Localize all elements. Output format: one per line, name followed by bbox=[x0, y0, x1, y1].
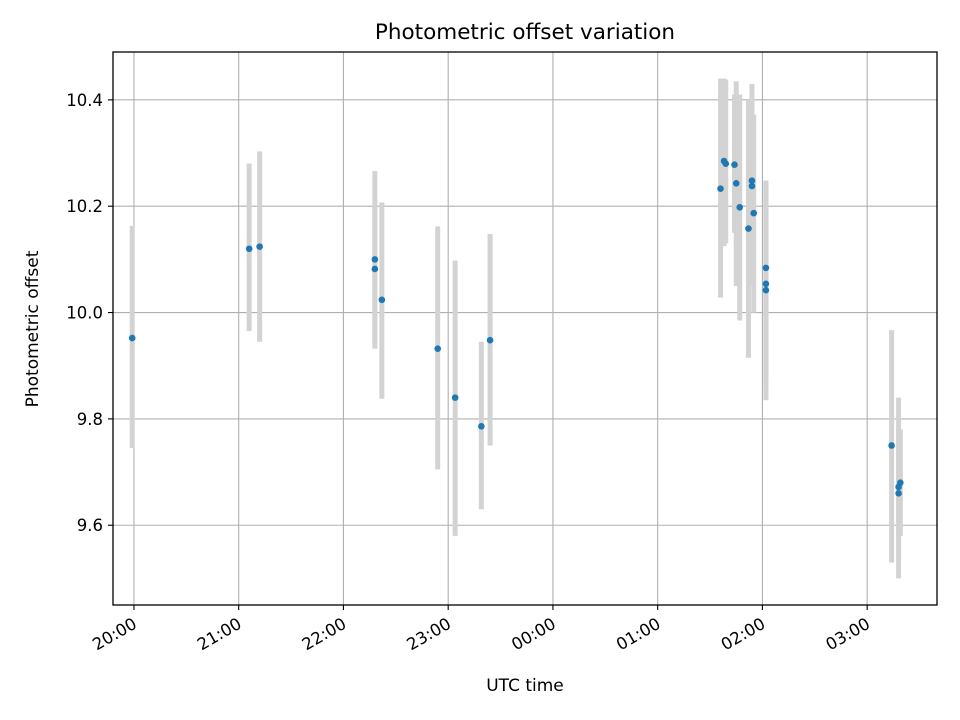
data-point bbox=[256, 243, 263, 250]
data-point bbox=[748, 177, 756, 184]
data-point bbox=[128, 334, 136, 342]
chart-title: Photometric offset variation bbox=[375, 20, 675, 45]
data-point bbox=[245, 245, 253, 253]
plot-frame bbox=[112, 51, 938, 606]
y-axis-ticks: 9.6 9.8 10.0 10.2 10.4 bbox=[66, 91, 113, 535]
x-axis-label: UTC time bbox=[486, 676, 564, 696]
data-point bbox=[371, 256, 379, 263]
y-tick-label: 9.6 bbox=[77, 516, 103, 535]
y-tick-label: 9.8 bbox=[77, 410, 103, 429]
grid-lines bbox=[113, 52, 937, 605]
data-point bbox=[762, 286, 770, 294]
y-axis-label: Photometric offset bbox=[23, 250, 43, 407]
y-tick-label: 10.4 bbox=[66, 91, 103, 110]
data-point bbox=[434, 345, 442, 353]
data-point bbox=[717, 185, 724, 192]
data-point bbox=[897, 479, 904, 487]
data-point bbox=[895, 490, 902, 497]
data-point bbox=[750, 209, 757, 217]
data-point bbox=[762, 264, 770, 272]
data-point bbox=[888, 442, 895, 449]
data-point bbox=[745, 225, 752, 232]
data-point bbox=[451, 394, 459, 401]
data-point bbox=[371, 265, 379, 273]
data-point bbox=[736, 203, 744, 211]
data-point bbox=[378, 296, 386, 304]
data-points bbox=[128, 157, 904, 497]
y-tick-label: 10.2 bbox=[66, 197, 103, 216]
data-point bbox=[732, 180, 740, 187]
data-point bbox=[762, 280, 770, 288]
data-point bbox=[478, 423, 485, 430]
data-point bbox=[748, 182, 756, 190]
data-point bbox=[731, 161, 738, 169]
data-point bbox=[486, 336, 494, 344]
data-point bbox=[722, 160, 730, 167]
y-tick-label: 10.0 bbox=[66, 304, 103, 323]
